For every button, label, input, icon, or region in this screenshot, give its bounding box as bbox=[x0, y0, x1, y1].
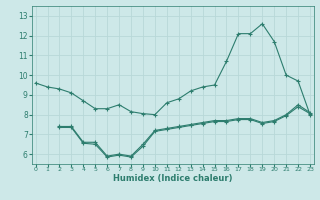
X-axis label: Humidex (Indice chaleur): Humidex (Indice chaleur) bbox=[113, 174, 233, 183]
